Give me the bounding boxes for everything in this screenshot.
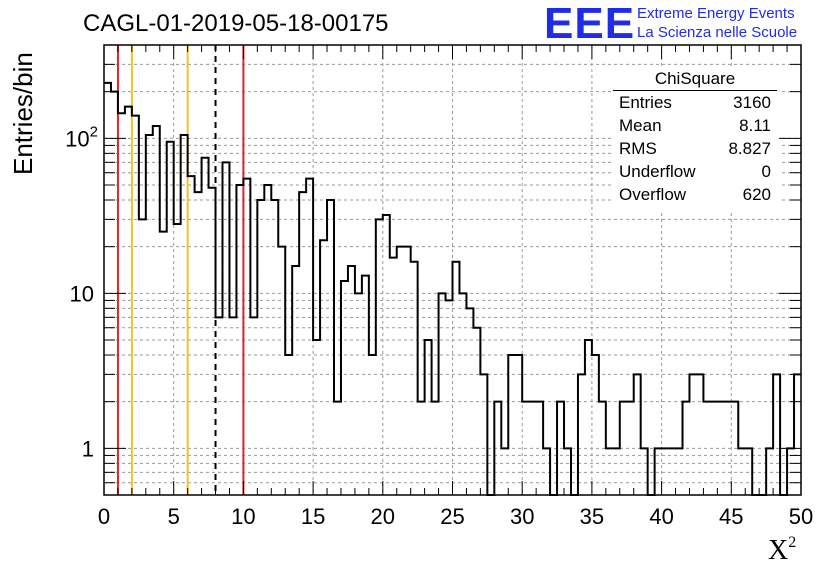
logo-caption: Extreme Energy Events La Scienza nelle S… xyxy=(637,4,797,42)
chart-title: CAGL-01-2019-05-18-00175 xyxy=(83,10,389,37)
stats-row-rms: RMS 8.827 xyxy=(611,137,779,160)
stats-row-entries: Entries 3160 xyxy=(611,91,779,114)
x-tick-label: 40 xyxy=(649,504,673,529)
stats-value: 3160 xyxy=(733,93,771,112)
y-tick-label: 102 xyxy=(65,123,98,151)
stats-value: 8.11 xyxy=(739,116,771,135)
stats-row-underflow: Underflow 0 xyxy=(611,160,779,183)
x-tick-label: 10 xyxy=(231,504,255,529)
x-tick-label: 5 xyxy=(168,504,180,529)
grid-lines xyxy=(104,44,801,496)
stats-value: 8.827 xyxy=(728,139,771,158)
stats-value: 0 xyxy=(761,162,771,181)
x-tick-label: 15 xyxy=(301,504,325,529)
stats-row-overflow: Overflow 620 xyxy=(611,183,779,206)
stats-label: Mean xyxy=(619,116,662,135)
x-tick-label: 50 xyxy=(789,504,813,529)
x-tick-label: 0 xyxy=(98,504,110,529)
histogram-series xyxy=(104,81,801,496)
x-tick-label: 45 xyxy=(719,504,743,529)
stats-title: ChiSquare xyxy=(613,68,777,91)
y-tick-label: 1 xyxy=(82,436,94,461)
stats-box: ChiSquare Entries 3160 Mean 8.11 RMS 8.8… xyxy=(611,68,779,210)
y-axis-label: Entries/bin xyxy=(8,52,38,175)
stats-label: RMS xyxy=(619,139,657,158)
y-tick-label-base: 10 xyxy=(65,126,89,151)
stats-label: Entries xyxy=(619,93,672,112)
reference-lines xyxy=(116,45,245,495)
logo-caption-line2: La Scienza nelle Scuole xyxy=(637,24,798,41)
stats-value: 620 xyxy=(742,185,771,204)
stats-label: Overflow xyxy=(619,185,687,204)
x-tick-label: 25 xyxy=(440,504,464,529)
eee-logo: EEE xyxy=(544,0,636,48)
x-axis-label-base: X xyxy=(768,535,789,566)
y-tick-label: 10 xyxy=(70,281,94,306)
x-axis-label-exponent: 2 xyxy=(788,534,797,551)
stats-row-mean: Mean 8.11 xyxy=(611,114,779,137)
axis-ticks xyxy=(103,44,802,496)
y-tick-label-exponent: 2 xyxy=(90,123,98,140)
x-axis-label: X2 xyxy=(768,534,796,567)
x-tick-label: 20 xyxy=(371,504,395,529)
logo-caption-line1: Extreme Energy Events xyxy=(637,5,795,22)
x-tick-label: 35 xyxy=(580,504,604,529)
stats-label: Underflow xyxy=(619,162,696,181)
x-tick-label: 30 xyxy=(510,504,534,529)
